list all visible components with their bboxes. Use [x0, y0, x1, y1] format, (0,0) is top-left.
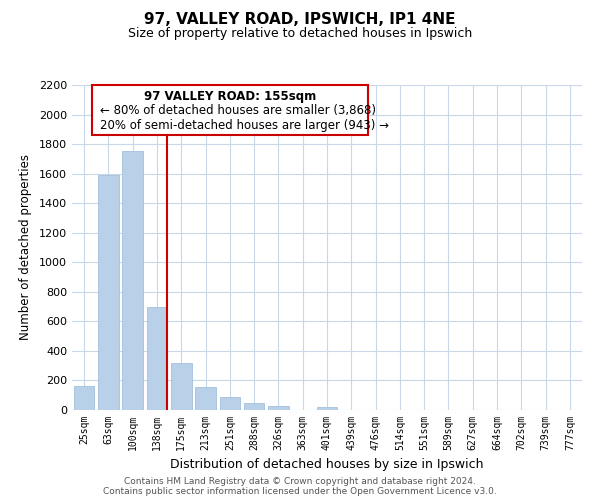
- Bar: [220, 398, 240, 410]
- Text: Size of property relative to detached houses in Ipswich: Size of property relative to detached ho…: [128, 28, 472, 40]
- Bar: [195, 387, 216, 410]
- FancyBboxPatch shape: [92, 85, 368, 136]
- Bar: [146, 306, 167, 410]
- Bar: [268, 406, 289, 410]
- Bar: [74, 386, 94, 410]
- Bar: [317, 407, 337, 410]
- Bar: [244, 402, 265, 410]
- Text: Contains HM Land Registry data © Crown copyright and database right 2024.: Contains HM Land Registry data © Crown c…: [124, 477, 476, 486]
- Text: 97, VALLEY ROAD, IPSWICH, IP1 4NE: 97, VALLEY ROAD, IPSWICH, IP1 4NE: [144, 12, 456, 28]
- Text: ← 80% of detached houses are smaller (3,868): ← 80% of detached houses are smaller (3,…: [100, 104, 376, 117]
- X-axis label: Distribution of detached houses by size in Ipswich: Distribution of detached houses by size …: [170, 458, 484, 471]
- Bar: [122, 152, 143, 410]
- Text: 20% of semi-detached houses are larger (943) →: 20% of semi-detached houses are larger (…: [100, 119, 389, 132]
- Bar: [171, 364, 191, 410]
- Text: 97 VALLEY ROAD: 155sqm: 97 VALLEY ROAD: 155sqm: [144, 90, 316, 103]
- Text: Contains public sector information licensed under the Open Government Licence v3: Contains public sector information licen…: [103, 487, 497, 496]
- Bar: [98, 175, 119, 410]
- Y-axis label: Number of detached properties: Number of detached properties: [19, 154, 32, 340]
